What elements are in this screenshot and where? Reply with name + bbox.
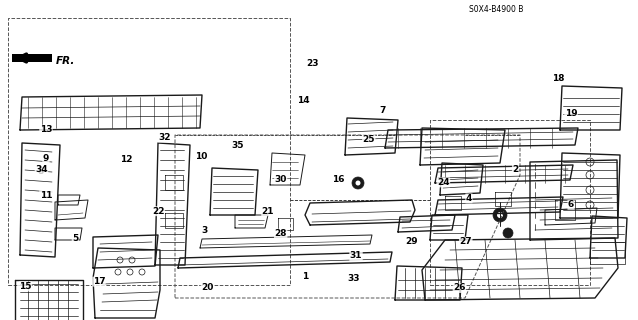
- Text: 8: 8: [37, 167, 43, 176]
- Text: 15: 15: [19, 282, 32, 291]
- Text: 1: 1: [302, 272, 308, 281]
- Text: 27: 27: [459, 237, 472, 246]
- Text: 35: 35: [231, 141, 244, 150]
- Text: 12: 12: [120, 155, 133, 164]
- Text: 25: 25: [362, 135, 375, 144]
- Text: 9: 9: [43, 154, 49, 163]
- Text: 10: 10: [195, 152, 207, 161]
- Text: 11: 11: [40, 191, 52, 200]
- Text: FR.: FR.: [56, 56, 75, 66]
- Text: 13: 13: [40, 125, 52, 134]
- Text: 16: 16: [332, 175, 345, 184]
- Text: 22: 22: [152, 207, 165, 216]
- Text: 19: 19: [565, 109, 577, 118]
- Text: 14: 14: [297, 96, 309, 105]
- Text: 32: 32: [158, 133, 171, 142]
- Text: S0X4-B4900 B: S0X4-B4900 B: [469, 5, 523, 14]
- Text: 23: 23: [306, 60, 319, 68]
- Text: 6: 6: [568, 200, 574, 209]
- Text: 24: 24: [437, 178, 450, 187]
- Circle shape: [497, 212, 503, 218]
- Text: 33: 33: [348, 274, 360, 283]
- Text: 7: 7: [380, 106, 386, 115]
- Text: 29: 29: [405, 237, 418, 246]
- Text: 17: 17: [93, 277, 105, 286]
- Text: 2: 2: [512, 165, 519, 174]
- Polygon shape: [12, 54, 52, 62]
- Text: 30: 30: [274, 175, 287, 184]
- Circle shape: [352, 177, 364, 189]
- Text: 31: 31: [350, 252, 362, 260]
- Text: 4: 4: [466, 194, 472, 203]
- Circle shape: [355, 180, 360, 186]
- Text: 18: 18: [552, 74, 565, 83]
- Text: 20: 20: [201, 284, 214, 292]
- Text: 28: 28: [274, 229, 287, 238]
- Text: 5: 5: [72, 234, 78, 243]
- Text: 34: 34: [35, 165, 48, 174]
- Circle shape: [503, 228, 513, 238]
- Text: 3: 3: [201, 226, 207, 235]
- Text: 26: 26: [453, 284, 466, 292]
- Circle shape: [493, 208, 507, 222]
- Text: 21: 21: [262, 207, 274, 216]
